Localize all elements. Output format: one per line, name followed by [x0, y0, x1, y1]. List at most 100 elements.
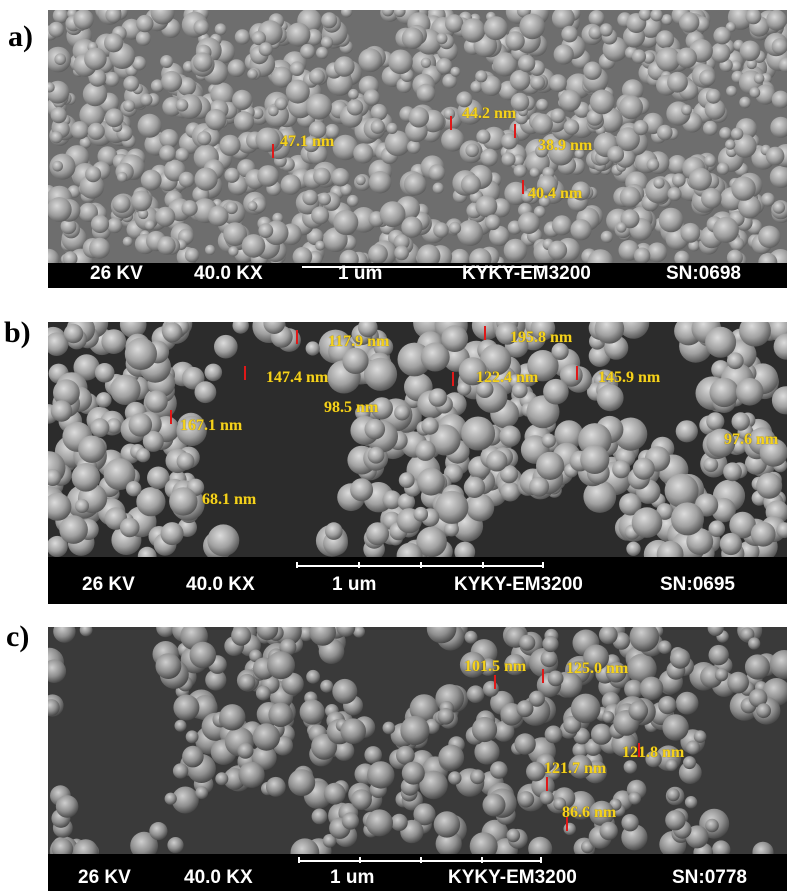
particle — [752, 841, 774, 854]
particle — [271, 66, 293, 88]
particle — [84, 47, 107, 71]
particle — [413, 506, 429, 522]
particle — [182, 745, 204, 768]
particle — [583, 480, 617, 513]
particle — [280, 174, 301, 195]
measurement-marker — [514, 124, 516, 138]
measurement-marker — [542, 669, 544, 683]
particle — [731, 412, 750, 431]
scale-tick — [481, 857, 483, 863]
particle — [535, 144, 549, 158]
particle — [587, 249, 614, 263]
sem-image-b: 117.9 nm 195.8 nm 147.4 nm 122.4 nm 145.… — [48, 322, 787, 604]
particle — [639, 676, 664, 701]
particle — [561, 25, 578, 43]
panel-c-label: c) — [6, 620, 30, 653]
particle — [676, 47, 697, 69]
particle — [516, 700, 534, 718]
particle — [528, 690, 545, 707]
particle — [358, 322, 378, 338]
particle — [351, 789, 372, 810]
particle — [184, 247, 200, 263]
particle — [247, 201, 258, 212]
particle — [315, 240, 326, 251]
particle — [765, 146, 785, 166]
particle — [657, 124, 673, 141]
particle — [90, 418, 110, 438]
particle — [703, 457, 719, 473]
particle — [48, 248, 60, 263]
particle — [160, 522, 184, 546]
particle — [628, 701, 649, 721]
particle — [303, 136, 320, 153]
particle — [675, 691, 699, 715]
particle — [486, 450, 508, 472]
particle — [464, 630, 478, 644]
particle — [238, 761, 265, 788]
particle — [719, 532, 743, 556]
particle — [551, 342, 569, 360]
particle — [302, 189, 318, 206]
particle — [448, 221, 462, 235]
measurement-label: 121.7 nm — [544, 760, 607, 777]
particle — [305, 341, 320, 356]
particle — [364, 418, 386, 440]
particle — [457, 381, 472, 396]
particle — [773, 333, 787, 360]
particle — [403, 173, 427, 196]
particle — [623, 760, 637, 774]
particle — [457, 220, 484, 246]
particle — [626, 653, 657, 684]
particle — [772, 201, 786, 214]
particle — [570, 219, 592, 241]
particle — [353, 627, 365, 638]
particle — [140, 93, 153, 106]
scale-tick — [540, 857, 542, 863]
particle — [251, 107, 264, 120]
particle — [480, 148, 499, 167]
particle — [469, 832, 498, 854]
particle — [48, 21, 65, 38]
particle — [292, 247, 313, 263]
particle — [308, 121, 327, 139]
particle — [390, 813, 408, 831]
particle — [620, 209, 640, 229]
particle — [688, 167, 712, 191]
particle — [548, 140, 574, 166]
particle — [397, 493, 416, 511]
particle — [104, 33, 124, 53]
particle — [527, 350, 559, 382]
particle — [683, 756, 696, 770]
particle — [333, 209, 359, 235]
particle — [655, 47, 681, 72]
particle — [79, 627, 93, 637]
particle — [756, 472, 783, 499]
particle — [394, 404, 410, 421]
micrograph-a — [48, 10, 787, 263]
particle — [300, 43, 316, 59]
particle — [101, 329, 127, 354]
measurement-marker — [296, 330, 298, 344]
particle — [265, 776, 286, 797]
particle — [661, 14, 673, 26]
particle — [750, 521, 776, 547]
particle — [528, 836, 553, 854]
scale-bar-label: 1 um — [338, 263, 383, 284]
particle — [78, 435, 106, 463]
sem-data-bar-a: 26 KV 40.0 KX 1 um KYKY-EM3200 SN:0698 — [48, 263, 787, 288]
particle — [396, 542, 423, 557]
particle — [705, 818, 719, 833]
particle — [647, 242, 668, 263]
particle — [63, 323, 84, 344]
particle — [501, 133, 518, 150]
particle — [470, 769, 485, 785]
particle — [416, 526, 447, 557]
particle — [536, 451, 565, 480]
particle — [50, 107, 67, 124]
particle — [136, 487, 166, 517]
particle — [321, 12, 338, 29]
particle — [475, 195, 498, 218]
particle — [185, 730, 199, 744]
particle — [174, 719, 187, 732]
particle — [540, 650, 558, 668]
